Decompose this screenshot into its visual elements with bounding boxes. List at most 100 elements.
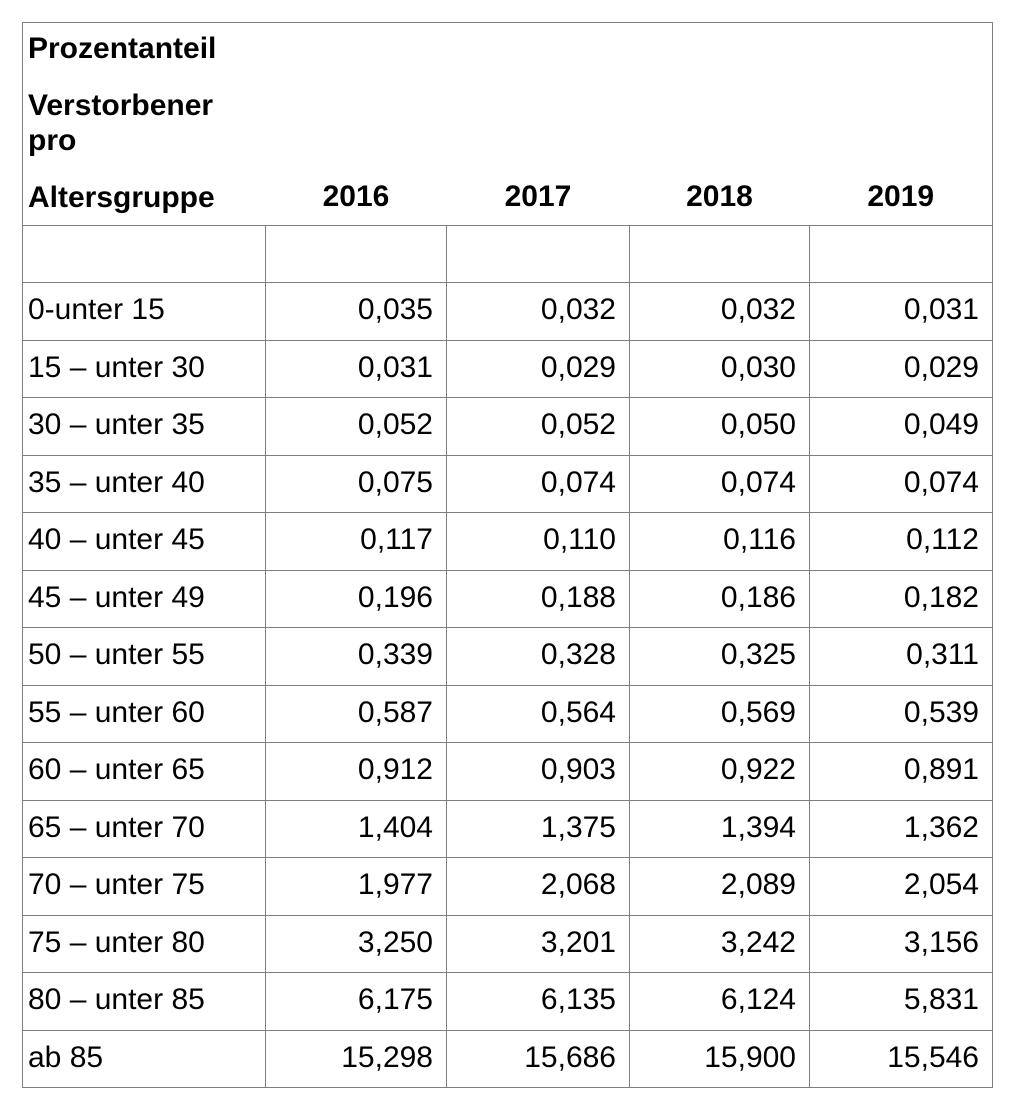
column-header-2018: 2018	[686, 180, 753, 213]
value-cell: 0,075	[265, 454, 447, 513]
value-cell: 2,068	[446, 857, 630, 916]
age-group-cell: 60 – unter 65	[22, 742, 266, 801]
table-row: 70 – unter 75 1,977 2,068 2,089 2,054	[22, 857, 993, 916]
value-cell: 0,029	[446, 339, 630, 398]
column-header-2016: 2016	[322, 180, 390, 213]
value-cell: 0,030	[629, 339, 810, 398]
value-cell: 0,186	[629, 569, 810, 628]
table-header-row: Prozentanteil Verstorbener pro Altersgru…	[23, 23, 993, 226]
value-cell: 2,054	[809, 857, 993, 916]
spacer-cell	[629, 225, 810, 283]
value-cell: 0,116	[629, 512, 810, 571]
value-cell: 0,032	[629, 282, 810, 341]
table-row: 45 – unter 49 0,196 0,188 0,186 0,182	[22, 569, 993, 628]
column-header-2019: 2019	[867, 180, 935, 213]
value-cell: 0,196	[265, 569, 447, 628]
value-cell: 0,035	[265, 282, 447, 341]
spacer-cell	[809, 225, 993, 283]
table-title-line-4: Altersgruppe	[28, 181, 215, 214]
value-cell: 0,112	[809, 512, 993, 571]
value-cell: 0,188	[446, 569, 630, 628]
value-cell: 0,339	[265, 627, 447, 686]
age-group-cell: 45 – unter 49	[22, 569, 266, 628]
value-cell: 2,089	[629, 857, 810, 916]
value-cell: 0,049	[809, 397, 993, 456]
value-cell: 0,032	[446, 282, 630, 341]
table-row: 55 – unter 60 0,587 0,564 0,569 0,539	[22, 684, 993, 743]
value-cell: 0,922	[629, 742, 810, 801]
age-group-cell: 75 – unter 80	[22, 914, 266, 973]
value-cell: 15,686	[446, 1029, 630, 1088]
value-cell: 6,135	[446, 972, 630, 1031]
value-cell: 0,052	[265, 397, 447, 456]
value-cell: 3,242	[629, 914, 810, 973]
value-cell: 0,587	[265, 684, 447, 743]
value-cell: 0,050	[629, 397, 810, 456]
age-group-cell: 55 – unter 60	[22, 684, 266, 743]
value-cell: 0,182	[809, 569, 993, 628]
table-row: 0-unter 15 0,035 0,032 0,032 0,031	[22, 282, 993, 341]
spacer-cell	[22, 225, 266, 283]
value-cell: 15,900	[629, 1029, 810, 1088]
value-cell: 15,298	[265, 1029, 447, 1088]
age-group-cell: 35 – unter 40	[22, 454, 266, 513]
spacer-row	[22, 225, 993, 283]
age-group-cell: 40 – unter 45	[22, 512, 266, 571]
value-cell: 0,031	[265, 339, 447, 398]
value-cell: 0,569	[629, 684, 810, 743]
value-cell: 0,074	[446, 454, 630, 513]
value-cell: 1,404	[265, 799, 447, 858]
age-group-cell: 15 – unter 30	[22, 339, 266, 398]
value-cell: 0,539	[809, 684, 993, 743]
value-cell: 1,394	[629, 799, 810, 858]
value-cell: 0,052	[446, 397, 630, 456]
value-cell: 15,546	[809, 1029, 993, 1088]
value-cell: 0,074	[809, 454, 993, 513]
age-group-cell: 0-unter 15	[22, 282, 266, 341]
table-title-line-1: Prozentanteil	[28, 32, 217, 65]
age-group-cell: 65 – unter 70	[22, 799, 266, 858]
value-cell: 0,891	[809, 742, 993, 801]
column-header-2017: 2017	[504, 180, 572, 213]
value-cell: 0,903	[446, 742, 630, 801]
age-group-cell: ab 85	[22, 1029, 266, 1088]
value-cell: 3,201	[446, 914, 630, 973]
mortality-table: Prozentanteil Verstorbener pro Altersgru…	[22, 22, 993, 1088]
table-row: 75 – unter 80 3,250 3,201 3,242 3,156	[22, 914, 993, 973]
value-cell: 0,328	[446, 627, 630, 686]
value-cell: 0,074	[629, 454, 810, 513]
spacer-cell	[265, 225, 447, 283]
value-cell: 1,362	[809, 799, 993, 858]
age-group-cell: 30 – unter 35	[22, 397, 266, 456]
value-cell: 0,029	[809, 339, 993, 398]
value-cell: 6,175	[265, 972, 447, 1031]
table-body: 0-unter 15 0,035 0,032 0,032 0,031 15 – unter…	[22, 225, 993, 1088]
value-cell: 0,912	[265, 742, 447, 801]
value-cell: 0,311	[809, 627, 993, 686]
table-row: 35 – unter 40 0,075 0,074 0,074 0,074	[22, 454, 993, 513]
spacer-cell	[446, 225, 630, 283]
value-cell: 0,110	[446, 512, 630, 571]
value-cell: 3,156	[809, 914, 993, 973]
table-row: ab 85 15,298 15,686 15,900 15,546	[22, 1029, 993, 1088]
value-cell: 0,117	[265, 512, 447, 571]
value-cell: 5,831	[809, 972, 993, 1031]
value-cell: 6,124	[629, 972, 810, 1031]
value-cell: 3,250	[265, 914, 447, 973]
value-cell: 0,564	[446, 684, 630, 743]
table-row: 60 – unter 65 0,912 0,903 0,922 0,891	[22, 742, 993, 801]
table-row: 30 – unter 35 0,052 0,052 0,050 0,049	[22, 397, 993, 456]
value-cell: 0,325	[629, 627, 810, 686]
age-group-cell: 50 – unter 55	[22, 627, 266, 686]
table-row: 15 – unter 30 0,031 0,029 0,030 0,029	[22, 339, 993, 398]
age-group-cell: 70 – unter 75	[22, 857, 266, 916]
table-title-cell: Prozentanteil Verstorbener pro Altersgru…	[23, 23, 266, 226]
table-row: 40 – unter 45 0,117 0,110 0,116 0,112	[22, 512, 993, 571]
value-cell: 1,977	[265, 857, 447, 916]
table-row: 50 – unter 55 0,339 0,328 0,325 0,311	[22, 627, 993, 686]
table-title-line-3: pro	[28, 124, 77, 157]
table-row: 80 – unter 85 6,175 6,135 6,124 5,831	[22, 972, 993, 1031]
value-cell: 1,375	[446, 799, 630, 858]
table-title-line-2: Verstorbener	[28, 89, 214, 122]
